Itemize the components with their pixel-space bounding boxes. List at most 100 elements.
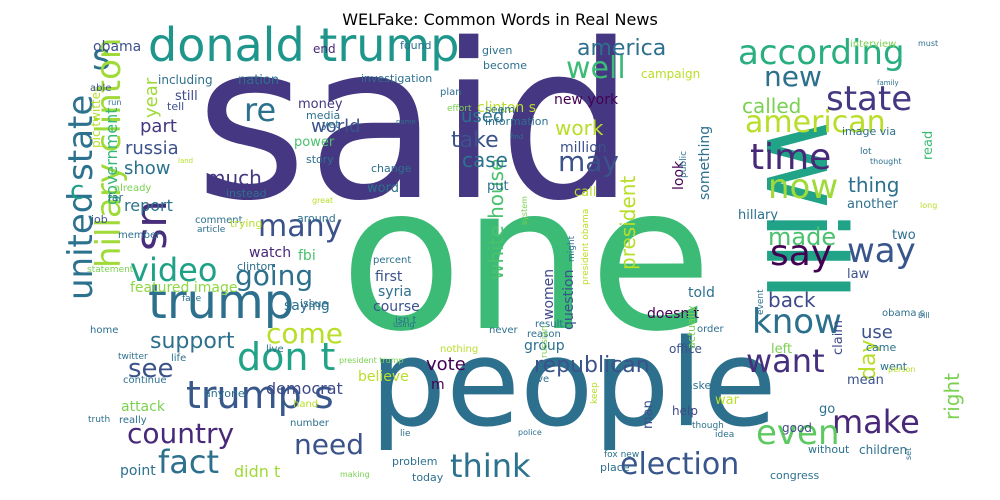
cloud-word: election [620, 447, 740, 482]
cloud-word: two [892, 228, 916, 243]
cloud-word: now [768, 167, 839, 207]
cloud-word: order [697, 324, 724, 335]
cloud-word: another [847, 197, 898, 212]
cloud-word: interview [850, 39, 897, 50]
cloud-word: take [451, 128, 499, 153]
cloud-word: democrat [266, 379, 343, 398]
cloud-word: really [119, 415, 147, 426]
cloud-word: doesn t [647, 306, 700, 322]
cloud-word: claim [831, 319, 846, 355]
cloud-word: give [528, 374, 550, 385]
cloud-word: vote [426, 354, 466, 375]
cloud-word: power [294, 135, 335, 150]
cloud-word: say [770, 233, 833, 274]
cloud-word: place [600, 461, 630, 474]
cloud-word: state [826, 79, 913, 119]
cloud-word: police [518, 428, 542, 437]
cloud-word: isn t [395, 315, 417, 326]
cloud-word: name [396, 118, 416, 126]
cloud-word: call [574, 185, 597, 200]
cloud-word: back [768, 288, 816, 312]
cloud-word: read [921, 130, 936, 160]
cloud-word: issue [300, 297, 329, 310]
cloud-word: though [692, 421, 724, 431]
cloud-word: course [373, 299, 420, 315]
cloud-word: many [258, 209, 343, 244]
cloud-word: far [108, 191, 124, 204]
cloud-word: country [127, 417, 235, 450]
cloud-word: left [771, 342, 793, 357]
cloud-word: president obama [581, 208, 591, 285]
cloud-word: want [746, 342, 825, 380]
cloud-word: didn t [234, 462, 281, 481]
cloud-word: image via [842, 125, 897, 138]
cloud-word: still [175, 89, 198, 104]
cloud-word: question [561, 269, 577, 330]
cloud-word: even [756, 413, 840, 453]
cloud-word: today [412, 471, 444, 484]
cloud-word: man [641, 400, 656, 429]
cloud-word: great [312, 196, 334, 205]
cloud-word: war [715, 393, 739, 408]
cloud-word: bill [918, 311, 930, 320]
cloud-word: may [558, 145, 620, 178]
cloud-word: president [616, 175, 640, 270]
cloud-word: russia [125, 138, 179, 159]
cloud-word: need [294, 428, 364, 461]
cloud-word: find [510, 133, 524, 141]
cloud-word: people [370, 315, 777, 454]
cloud-word: yet [322, 118, 340, 131]
cloud-word: story [306, 153, 334, 166]
cloud-word: well [566, 51, 626, 86]
cloud-word: told [688, 285, 715, 301]
cloud-word: become [483, 59, 528, 72]
cloud-word: change [371, 162, 412, 175]
cloud-word: never [489, 325, 518, 336]
cloud-word: job [91, 213, 108, 226]
cloud-word: trying [230, 217, 263, 230]
cloud-word: women [541, 268, 557, 320]
cloud-word: america [577, 36, 667, 61]
cloud-word: don t [237, 335, 336, 379]
cloud-word: think [450, 447, 531, 485]
cloud-word: obama [93, 39, 142, 55]
cloud-word: already [114, 183, 152, 194]
cloud-word: thought [870, 157, 902, 166]
cloud-word: clinton s [477, 100, 537, 116]
cloud-word: found [400, 39, 432, 52]
cloud-word: continue [123, 375, 167, 386]
chart-title: WELFake: Common Words in Real News [342, 10, 658, 29]
cloud-word: nation [238, 73, 280, 88]
cloud-word: effort [447, 104, 472, 114]
cloud-word: without [808, 443, 850, 456]
cloud-word: made [768, 223, 837, 251]
cloud-word: idea [715, 430, 735, 440]
cloud-word: word [367, 181, 399, 196]
cloud-word: republican [534, 353, 650, 378]
cloud-word: s [92, 37, 111, 78]
cloud-word: tell [167, 100, 185, 113]
cloud-word: plan [440, 87, 462, 98]
cloud-word: believe [358, 369, 409, 385]
cloud-word: reason [527, 329, 561, 340]
cloud-word: money [298, 97, 343, 112]
cloud-word: something [697, 125, 713, 200]
cloud-word: fbi [298, 248, 316, 264]
cloud-word: might [567, 235, 577, 262]
cloud-word: good [782, 421, 812, 435]
cloud-word: work [555, 116, 604, 140]
cloud-word: white house [484, 158, 508, 280]
cloud-word: office [669, 342, 702, 356]
cloud-word: hillary [738, 208, 779, 223]
cloud-word: campaign [641, 67, 701, 81]
cloud-word: put [487, 179, 509, 194]
cloud-word: million [560, 140, 607, 156]
cloud-word: live [266, 344, 284, 355]
cloud-word: obama s [882, 308, 925, 319]
cloud-word: able [90, 83, 112, 94]
cloud-word: statement [87, 265, 134, 275]
cloud-word: time [750, 137, 832, 178]
cloud-word: children [859, 443, 908, 457]
cloud-word: hand [293, 399, 319, 410]
